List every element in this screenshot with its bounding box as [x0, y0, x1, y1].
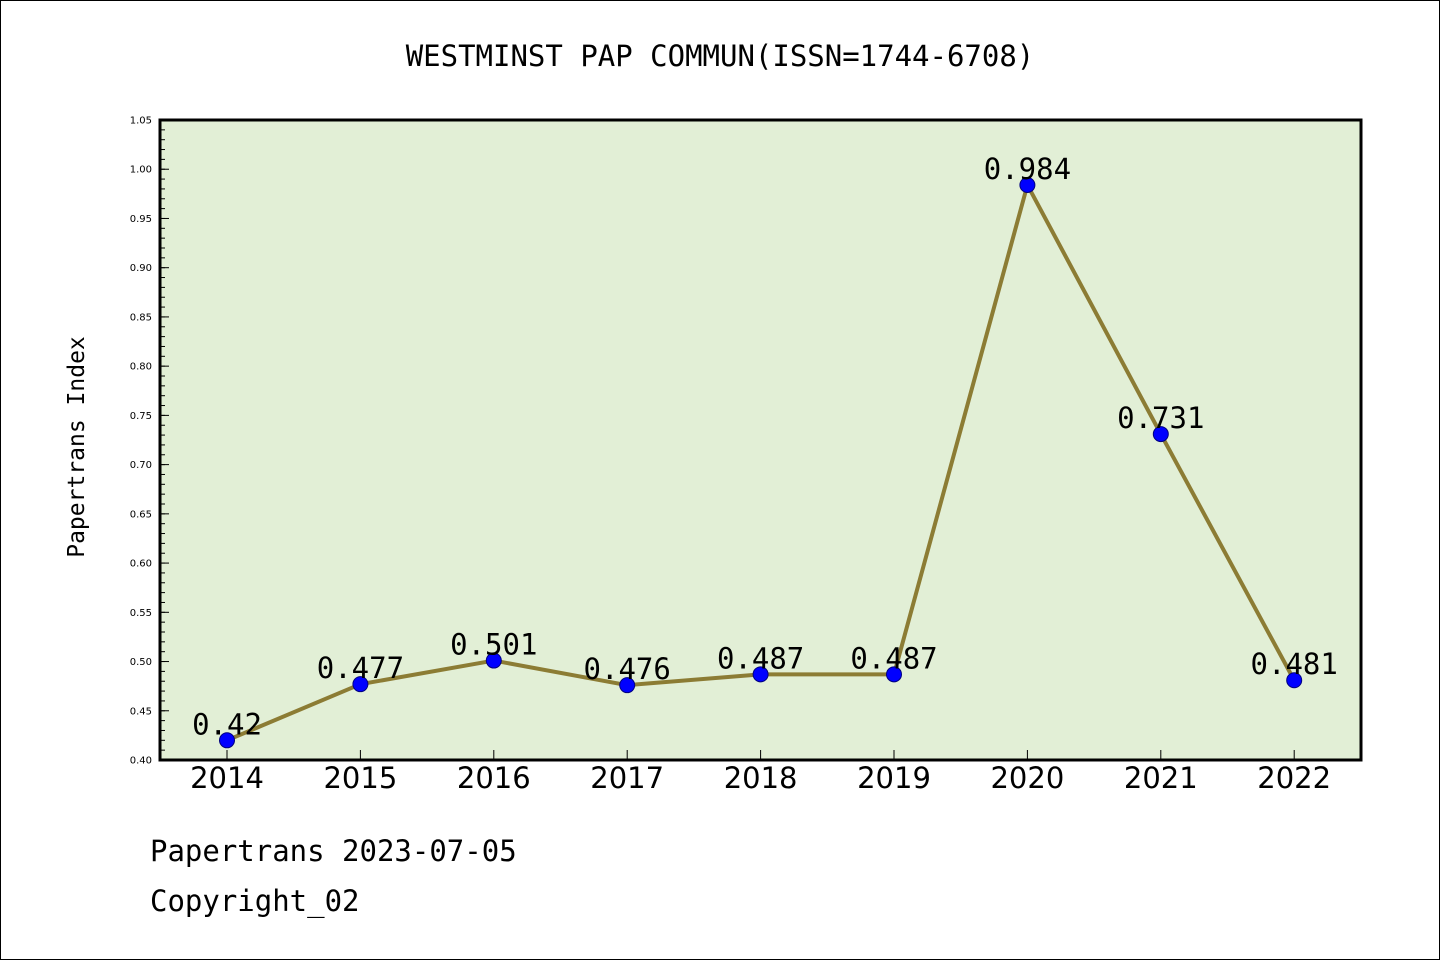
y-tick-label: 1.00	[130, 165, 152, 176]
x-tick-label: 2015	[323, 761, 397, 795]
chart-title: WESTMINST PAP COMMUN(ISSN=1744-6708)	[406, 39, 1035, 73]
series-layer: 0.42 0.477 0.501 0.476 0.487 0.487 0.984 0.731 0…	[192, 152, 1338, 749]
footer-date: Papertrans 2023-07-05	[150, 834, 517, 868]
data-point	[352, 676, 369, 693]
y-tick-label: 0.40	[130, 756, 152, 767]
data-label: 0.501	[450, 628, 537, 662]
y-tick-label: 0.55	[130, 608, 152, 619]
data-point	[219, 732, 235, 749]
data-label: 0.984	[984, 152, 1071, 186]
x-axis: 2014 2015 2016 2017 2018 2019 2020 2021 2022	[190, 750, 1331, 795]
data-label: 0.42	[192, 707, 262, 741]
y-axis-label: Papertrans Index	[64, 336, 90, 558]
y-tick-label: 0.50	[130, 657, 152, 668]
y-axis: 0.40 0.45 0.50 0.55 0.60 0.65 0.70 0.75 0.80 0.85…	[130, 116, 169, 767]
x-tick-label: 2020	[990, 761, 1064, 795]
y-tick-label: 0.80	[130, 362, 152, 373]
data-point	[1019, 176, 1036, 193]
footer-copyright: Copyright_02	[150, 884, 360, 918]
y-tick-label: 0.65	[130, 509, 152, 520]
data-label: 0.476	[584, 652, 671, 686]
y-tick-label: 0.90	[130, 263, 152, 274]
x-tick-label: 2017	[590, 761, 664, 795]
data-label: 0.487	[717, 641, 804, 675]
x-tick-label: 2021	[1124, 761, 1198, 795]
y-tick-label: 0.75	[130, 411, 152, 422]
data-label: 0.487	[850, 641, 937, 675]
x-tick-label: 2019	[857, 761, 931, 795]
data-point	[485, 652, 502, 669]
y-tick-label: 1.05	[130, 116, 152, 127]
data-point	[1152, 426, 1169, 443]
y-tick-label: 0.95	[130, 214, 152, 225]
data-label: 0.477	[317, 651, 404, 685]
data-label: 0.731	[1117, 401, 1204, 435]
y-tick-label: 0.85	[130, 312, 152, 323]
y-tick-label: 0.70	[130, 460, 152, 471]
data-point	[1286, 672, 1303, 689]
y-tick-label: 0.60	[130, 559, 152, 570]
x-tick-label: 2018	[724, 761, 798, 795]
data-point	[886, 666, 902, 683]
data-label: 0.481	[1251, 647, 1338, 681]
y-tick-label: 0.45	[130, 706, 152, 717]
x-tick-label: 2016	[457, 761, 531, 795]
data-point	[619, 677, 636, 694]
x-tick-label: 2014	[190, 761, 264, 795]
x-tick-label: 2022	[1257, 761, 1331, 795]
data-point	[752, 666, 769, 683]
